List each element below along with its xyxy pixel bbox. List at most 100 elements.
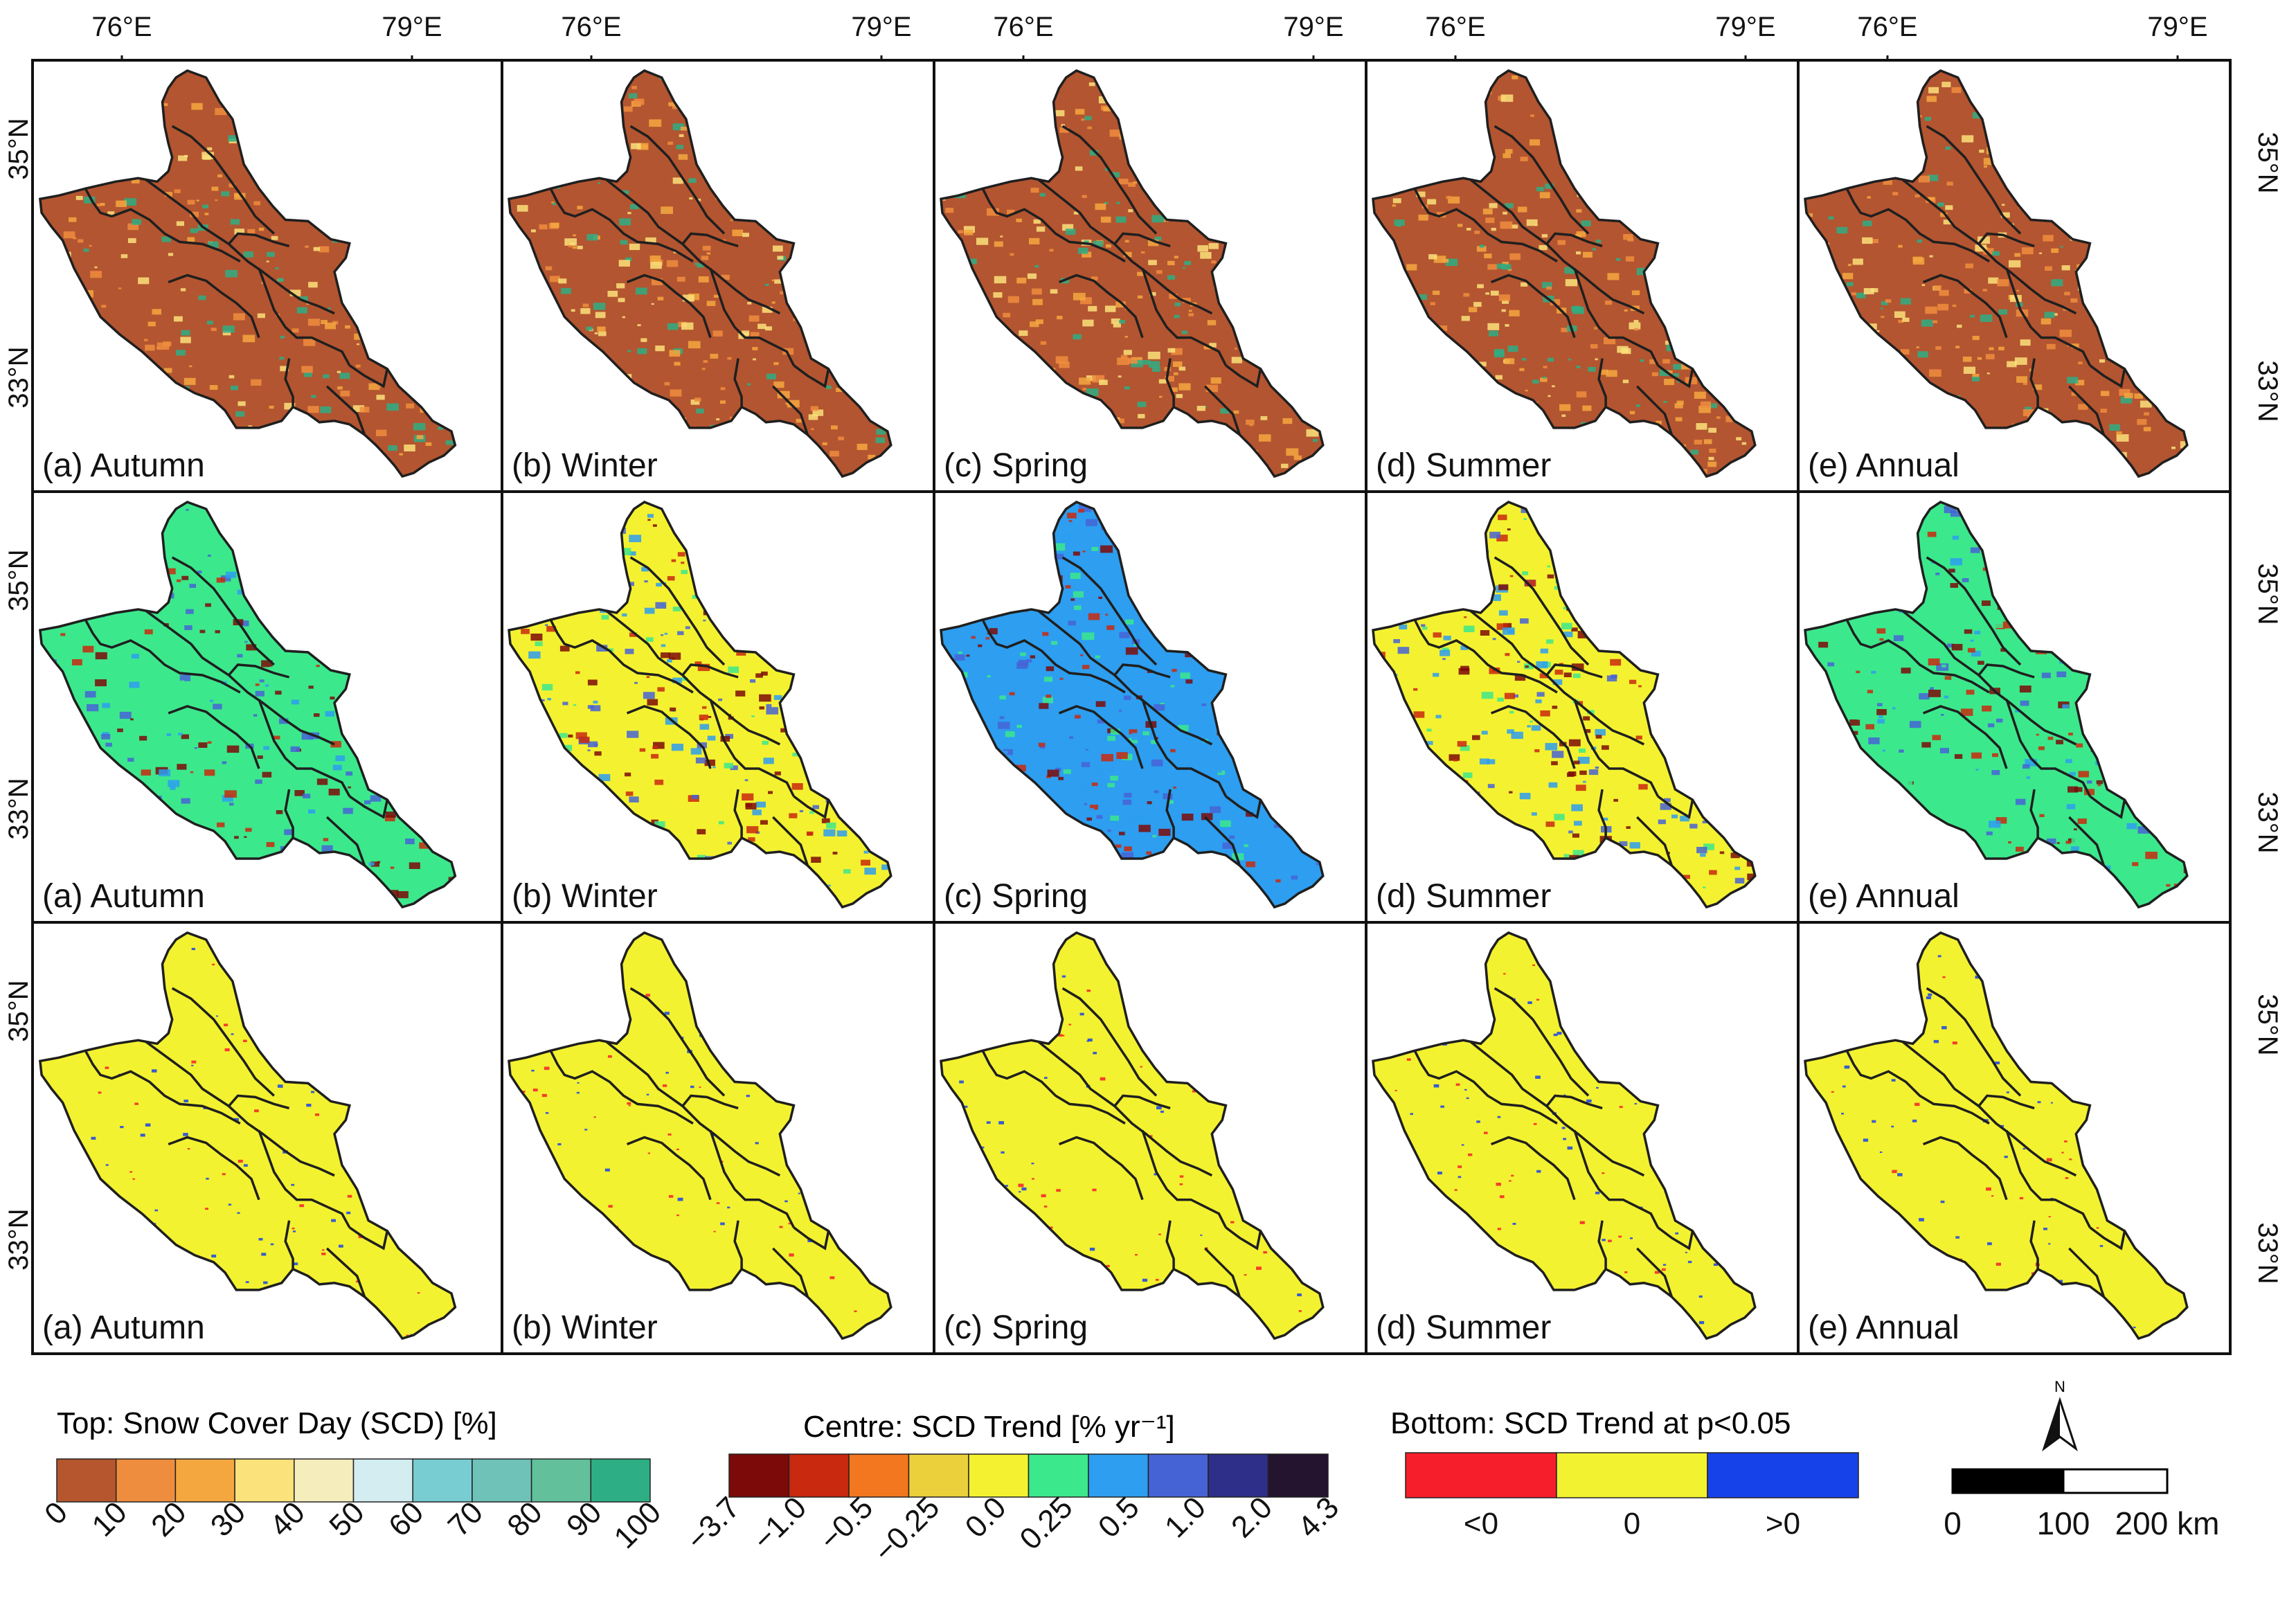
raster-cell [1044, 677, 1053, 682]
raster-cell [216, 577, 226, 583]
raster-cell [1734, 877, 1745, 884]
raster-cell [1498, 294, 1510, 301]
raster-cell [1030, 188, 1039, 193]
raster-cell [1440, 1105, 1444, 1108]
raster-cell [722, 239, 726, 242]
raster-cell [1479, 758, 1490, 764]
raster-cell [1033, 219, 1041, 224]
raster-cell [631, 143, 641, 150]
raster-cell [586, 233, 598, 241]
map-panel-r1-e-annual: (e) Annual [1797, 59, 2232, 493]
raster-cell [694, 397, 701, 402]
raster-cell [647, 514, 654, 518]
raster-cell [1539, 673, 1548, 679]
sub-basin-boundary [1113, 232, 1171, 248]
sub-basin-boundary [1141, 267, 1227, 366]
raster-cell [2016, 289, 2020, 292]
raster-cell [1619, 841, 1628, 846]
raster-cell [1952, 304, 1957, 307]
raster-cell [1576, 391, 1587, 397]
raster-cell [222, 795, 233, 802]
sub-basin-boundary [1469, 178, 1645, 315]
raster-cell [1128, 182, 1136, 187]
raster-cell [1142, 1278, 1148, 1282]
raster-cell [629, 535, 642, 542]
raster-cell [1117, 357, 1129, 366]
raster-cell [562, 744, 573, 751]
raster-cell [183, 1133, 188, 1136]
raster-cell [325, 710, 334, 717]
raster-cell [1001, 1151, 1005, 1154]
raster-cell [222, 330, 231, 336]
raster-cell [301, 366, 313, 373]
raster-cell [273, 735, 280, 740]
raster-cell [1082, 251, 1092, 258]
raster-cell [1079, 504, 1091, 512]
raster-cell [220, 575, 231, 582]
sub-basin-boundary [325, 816, 366, 866]
raster-cell [718, 821, 724, 825]
raster-cell [1231, 357, 1242, 364]
raster-cell [206, 1177, 209, 1180]
raster-cell [307, 406, 319, 413]
raster-cell [1113, 323, 1121, 328]
raster-cell [83, 196, 96, 204]
raster-cell [1124, 386, 1130, 390]
raster-cell [1634, 1103, 1638, 1105]
raster-cell [253, 714, 258, 717]
raster-cell [1086, 817, 1092, 821]
raster-cell [1201, 813, 1213, 821]
raster-cell [1032, 288, 1042, 295]
sub-basin-boundary [84, 1050, 241, 1125]
raster-cell [1950, 583, 1958, 588]
raster-cell [1253, 813, 1257, 816]
raster-cell [1061, 1035, 1065, 1037]
raster-cell [1154, 236, 1162, 241]
raster-cell [105, 1164, 109, 1166]
raster-cell [785, 402, 789, 405]
raster-cell [577, 1082, 580, 1084]
raster-cell [2014, 253, 2021, 257]
raster-cell [1091, 276, 1098, 280]
sub-basin-boundary [1204, 385, 1241, 436]
raster-cell [358, 1235, 364, 1239]
raster-cell [1608, 1239, 1612, 1242]
raster-cell [294, 790, 305, 796]
raster-cell [1563, 607, 1568, 610]
raster-cell [1082, 665, 1090, 670]
raster-cell [116, 200, 127, 207]
raster-cell [1921, 319, 1933, 327]
raster-cell [987, 628, 998, 635]
raster-cell [1842, 273, 1854, 280]
raster-cell [1945, 513, 1948, 515]
region-fill [1805, 933, 2187, 1338]
raster-cell [1105, 614, 1109, 616]
raster-cell [964, 229, 974, 235]
raster-cell [2020, 700, 2029, 706]
raster-cell [1394, 220, 1405, 226]
raster-cell [732, 229, 744, 237]
raster-cell [1149, 361, 1160, 368]
raster-cell [676, 1214, 679, 1217]
raster-cell [1091, 782, 1098, 787]
raster-cell [131, 654, 139, 659]
raster-cell [742, 233, 749, 238]
raster-cell [755, 801, 766, 808]
raster-cell [400, 876, 404, 879]
raster-cell [647, 1152, 650, 1154]
map-panel-r2-a-autumn: (a) Autumn [31, 490, 503, 924]
sub-basin-boundary [258, 1129, 351, 1228]
raster-cell [181, 575, 189, 580]
raster-cell [854, 1310, 857, 1312]
raster-cell [1561, 623, 1572, 629]
raster-cell [226, 745, 240, 753]
raster-cell [385, 815, 395, 822]
raster-cell [102, 634, 107, 637]
raster-cell [1068, 520, 1073, 522]
sub-basin-boundary [1141, 1129, 1227, 1228]
raster-cell [1015, 764, 1026, 771]
raster-cell [1046, 695, 1052, 698]
raster-cell [1263, 1251, 1267, 1254]
raster-cell [1939, 289, 1949, 296]
raster-cell [1282, 418, 1293, 424]
